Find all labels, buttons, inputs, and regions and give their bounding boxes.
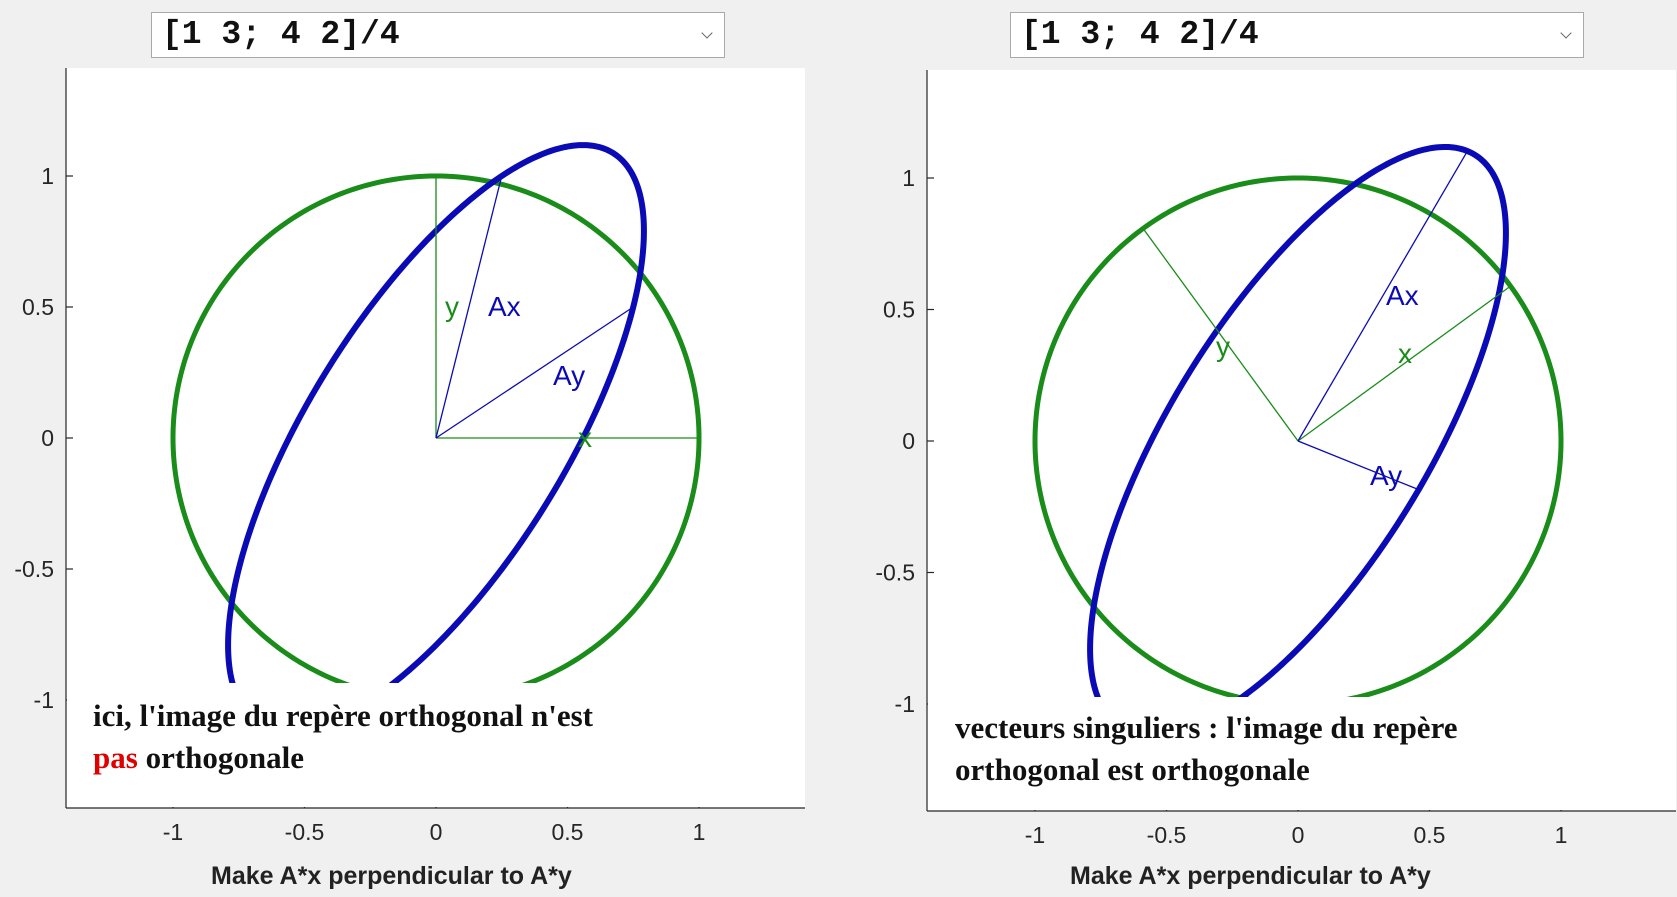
annotation-line-2: orthogonal est orthogonale <box>955 752 1310 787</box>
vector-label-y: y <box>1216 331 1230 362</box>
vector-label-x: x <box>1398 338 1412 369</box>
matrix-dropdown-value: [1 3; 4 2]/4 <box>1021 16 1259 53</box>
unit-circle <box>170 173 702 683</box>
y-tick-label: 0.5 <box>883 297 915 323</box>
plot-panel-left: [1 3; 4 2]/4 x y Ax Ay -1 -0.5 0 0.5 1 1 0.5 0 -0.5 -… <box>0 0 820 897</box>
vector-ax[interactable] <box>435 175 503 439</box>
vector-label-ay: Ay <box>1370 460 1402 491</box>
y-tick-label: -1 <box>34 687 54 713</box>
x-axis-label: Make A*x perpendicular to A*y <box>1070 862 1431 890</box>
vector-label-y: y <box>445 291 459 322</box>
image-ellipse <box>225 142 647 683</box>
annotation-box <box>928 697 1676 810</box>
plot-panel-right: [1 3; 4 2]/4 x y Ax Ay -1 -0.5 0 0.5 1 1 0.5 0 -0.5 -… <box>858 0 1677 897</box>
annotation-line-2-rest: orthogonale <box>137 740 304 775</box>
x-tick-label: 0 <box>1292 822 1305 848</box>
y-tick-label: 0.5 <box>22 294 54 320</box>
vector-ay[interactable] <box>435 306 634 439</box>
x-tick-label: -0.5 <box>285 819 325 845</box>
plot-area <box>927 70 1676 811</box>
y-tick-label: 1 <box>41 163 54 189</box>
eigshow-plot-right[interactable]: x y Ax Ay -1 -0.5 0 0.5 1 1 0.5 0 -0.5 -1 <box>858 0 1677 897</box>
y-tick-label: -1 <box>895 691 915 717</box>
matrix-dropdown[interactable]: [1 3; 4 2]/4 <box>1010 12 1584 58</box>
vector-label-x: x <box>578 422 592 453</box>
x-tick-label: -1 <box>163 819 183 845</box>
annotation-text: vecteurs singuliers : l'image du repère … <box>955 707 1458 791</box>
vector-ay[interactable] <box>1297 440 1419 491</box>
y-tick-label: 0 <box>902 428 915 454</box>
vector-ax[interactable] <box>1297 150 1468 442</box>
x-tick-label: 1 <box>1555 822 1568 848</box>
y-tick-label: 0 <box>41 425 54 451</box>
annotation-highlight: pas <box>93 740 138 775</box>
annotation-text: ici, l'image du repère orthogonal n'est … <box>93 695 593 779</box>
eigshow-plot-left[interactable]: x y Ax Ay -1 -0.5 0 0.5 1 1 0.5 0 -0.5 -1 <box>0 0 820 897</box>
x-tick-label: 0.5 <box>552 819 584 845</box>
x-tick-label: 0.5 <box>1414 822 1446 848</box>
matrix-dropdown-value: [1 3; 4 2]/4 <box>162 16 400 53</box>
x-tick-label: 1 <box>693 819 706 845</box>
y-tick-label: 1 <box>902 165 915 191</box>
y-tick-label: -0.5 <box>14 556 54 582</box>
annotation-line-1: ici, l'image du repère orthogonal n'est <box>93 698 593 733</box>
vector-y[interactable] <box>1142 228 1299 442</box>
unit-circle <box>1032 175 1564 697</box>
x-tick-label: -1 <box>1025 822 1045 848</box>
vector-label-ax: Ax <box>488 291 521 322</box>
vector-label-ay: Ay <box>553 360 585 391</box>
annotation-box <box>67 683 805 807</box>
annotation-line-1: vecteurs singuliers : l'image du repère <box>955 710 1458 745</box>
annotation-line-2: pas orthogonale <box>93 737 593 779</box>
image-ellipse <box>1087 143 1509 697</box>
vector-label-ax: Ax <box>1386 280 1419 311</box>
x-tick-label: 0 <box>430 819 443 845</box>
y-tick-label: -0.5 <box>875 560 915 586</box>
matrix-dropdown[interactable]: [1 3; 4 2]/4 <box>151 12 725 58</box>
vector-x[interactable] <box>1297 285 1511 442</box>
x-axis-label: Make A*x perpendicular to A*y <box>211 862 572 890</box>
x-tick-label: -0.5 <box>1147 822 1187 848</box>
